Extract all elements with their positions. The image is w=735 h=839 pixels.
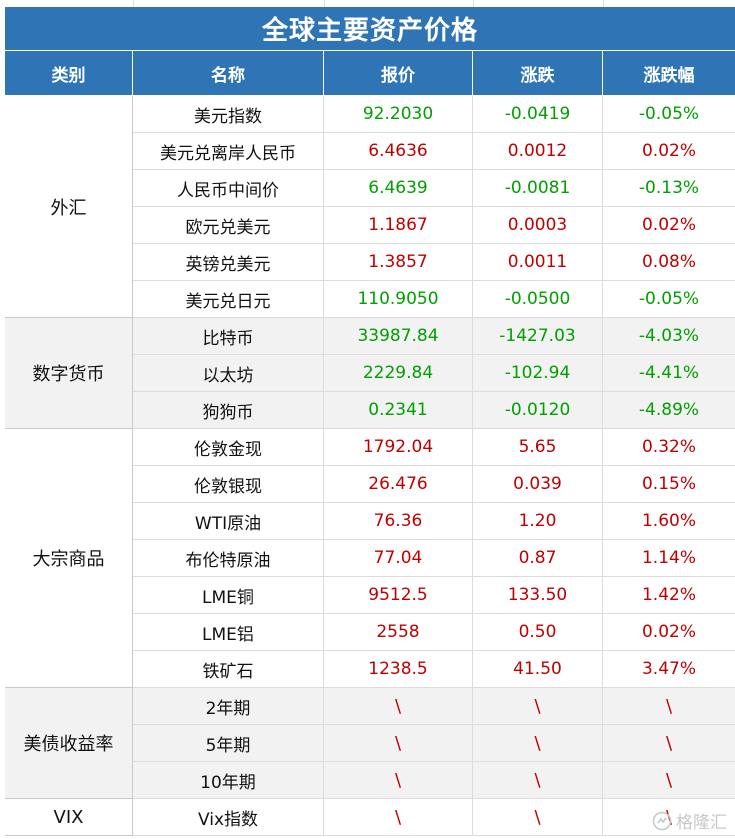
cell-change: 0.0003 [473, 207, 603, 244]
cell-change: 0.0011 [473, 244, 603, 281]
cell-name: Vix指数 [133, 799, 324, 836]
cell-change-pct: \ [603, 725, 735, 762]
cell-name: 美元兑日元 [133, 281, 324, 318]
cell-change: 41.50 [473, 651, 603, 688]
cell-price: 0.2341 [324, 392, 473, 429]
cell-price: 1.3857 [324, 244, 473, 281]
category-cell: 数字货币 [5, 318, 133, 429]
cell-price: 92.2030 [324, 96, 473, 133]
cell-change: 133.50 [473, 577, 603, 614]
header-price: 报价 [324, 51, 473, 95]
cell-change-pct: \ [603, 688, 735, 725]
watermark-text: 格隆汇 [676, 813, 727, 833]
cell-price: 9512.5 [324, 577, 473, 614]
category-cell: 美债收益率 [5, 688, 133, 799]
cell-change: \ [473, 762, 603, 799]
cell-name: 布伦特原油 [133, 540, 324, 577]
cell-change: -102.94 [473, 355, 603, 392]
cell-change: 0.039 [473, 466, 603, 503]
cell-name: 欧元兑美元 [133, 207, 324, 244]
cell-change: 1.20 [473, 503, 603, 540]
cell-name: 铁矿石 [133, 651, 324, 688]
grid-line [133, 0, 134, 8]
cell-change: 5.65 [473, 429, 603, 466]
cell-change-pct: -0.13% [603, 170, 735, 207]
cell-change-pct: -4.89% [603, 392, 735, 429]
cell-name: 以太坊 [133, 355, 324, 392]
cell-name: LME铜 [133, 577, 324, 614]
table-title: 全球主要资产价格 [5, 7, 735, 50]
header-change: 涨跌 [473, 51, 603, 95]
cell-change: 0.50 [473, 614, 603, 651]
cell-price: 1792.04 [324, 429, 473, 466]
grid-line [324, 0, 325, 8]
logo-icon [652, 811, 672, 830]
cell-change: -0.0081 [473, 170, 603, 207]
header-name: 名称 [133, 51, 324, 95]
cell-change: -0.0419 [473, 96, 603, 133]
cell-price: 77.04 [324, 540, 473, 577]
cell-change-pct: 0.02% [603, 133, 735, 170]
cell-name: 美元指数 [133, 96, 324, 133]
cell-name: 美元兑离岸人民币 [133, 133, 324, 170]
cell-change-pct: -4.41% [603, 355, 735, 392]
cell-name: 伦敦金现 [133, 429, 324, 466]
cell-change-pct: 0.15% [603, 466, 735, 503]
cell-name: 伦敦银现 [133, 466, 324, 503]
cell-price: 2229.84 [324, 355, 473, 392]
cell-price: 6.4639 [324, 170, 473, 207]
cell-change: -0.0500 [473, 281, 603, 318]
header-change-pct: 涨跌幅 [603, 51, 735, 95]
cell-change-pct: 1.14% [603, 540, 735, 577]
cell-price: \ [324, 799, 473, 836]
grid-line [603, 0, 604, 8]
cell-change: \ [473, 688, 603, 725]
cell-price: 26.476 [324, 466, 473, 503]
cell-price: 1238.5 [324, 651, 473, 688]
cell-price: 110.9050 [324, 281, 473, 318]
cell-name: 英镑兑美元 [133, 244, 324, 281]
cell-price: \ [324, 688, 473, 725]
cell-name: WTI原油 [133, 503, 324, 540]
cell-name: 5年期 [133, 725, 324, 762]
cell-change-pct: 0.02% [603, 207, 735, 244]
cell-change-pct: -4.03% [603, 318, 735, 355]
header-category: 类别 [5, 51, 133, 95]
cell-change: \ [473, 725, 603, 762]
category-cell: 大宗商品 [5, 429, 133, 688]
cell-change: -0.0120 [473, 392, 603, 429]
cell-change-pct: 0.32% [603, 429, 735, 466]
cell-change-pct: \ [603, 762, 735, 799]
cell-price: 2558 [324, 614, 473, 651]
cell-price: 76.36 [324, 503, 473, 540]
cell-change: \ [473, 799, 603, 836]
cell-name: 狗狗币 [133, 392, 324, 429]
cell-change: 0.87 [473, 540, 603, 577]
cell-change-pct: 0.08% [603, 244, 735, 281]
cell-price: 33987.84 [324, 318, 473, 355]
watermark: 格隆汇 [652, 808, 727, 833]
category-cell: 外汇 [5, 96, 133, 318]
cell-price: 6.4636 [324, 133, 473, 170]
cell-change-pct: 1.42% [603, 577, 735, 614]
cell-change: 0.0012 [473, 133, 603, 170]
category-cell: VIX [5, 799, 133, 836]
cell-price: \ [324, 762, 473, 799]
cell-name: 人民币中间价 [133, 170, 324, 207]
cell-name: 比特币 [133, 318, 324, 355]
grid-line [473, 0, 474, 8]
cell-change-pct: 3.47% [603, 651, 735, 688]
cell-name: 10年期 [133, 762, 324, 799]
cell-change-pct: 0.02% [603, 614, 735, 651]
cell-name: LME铝 [133, 614, 324, 651]
cell-change-pct: -0.05% [603, 96, 735, 133]
cell-change-pct: -0.05% [603, 281, 735, 318]
cell-name: 2年期 [133, 688, 324, 725]
cell-change: -1427.03 [473, 318, 603, 355]
cell-price: 1.1867 [324, 207, 473, 244]
cell-change-pct: 1.60% [603, 503, 735, 540]
cell-price: \ [324, 725, 473, 762]
